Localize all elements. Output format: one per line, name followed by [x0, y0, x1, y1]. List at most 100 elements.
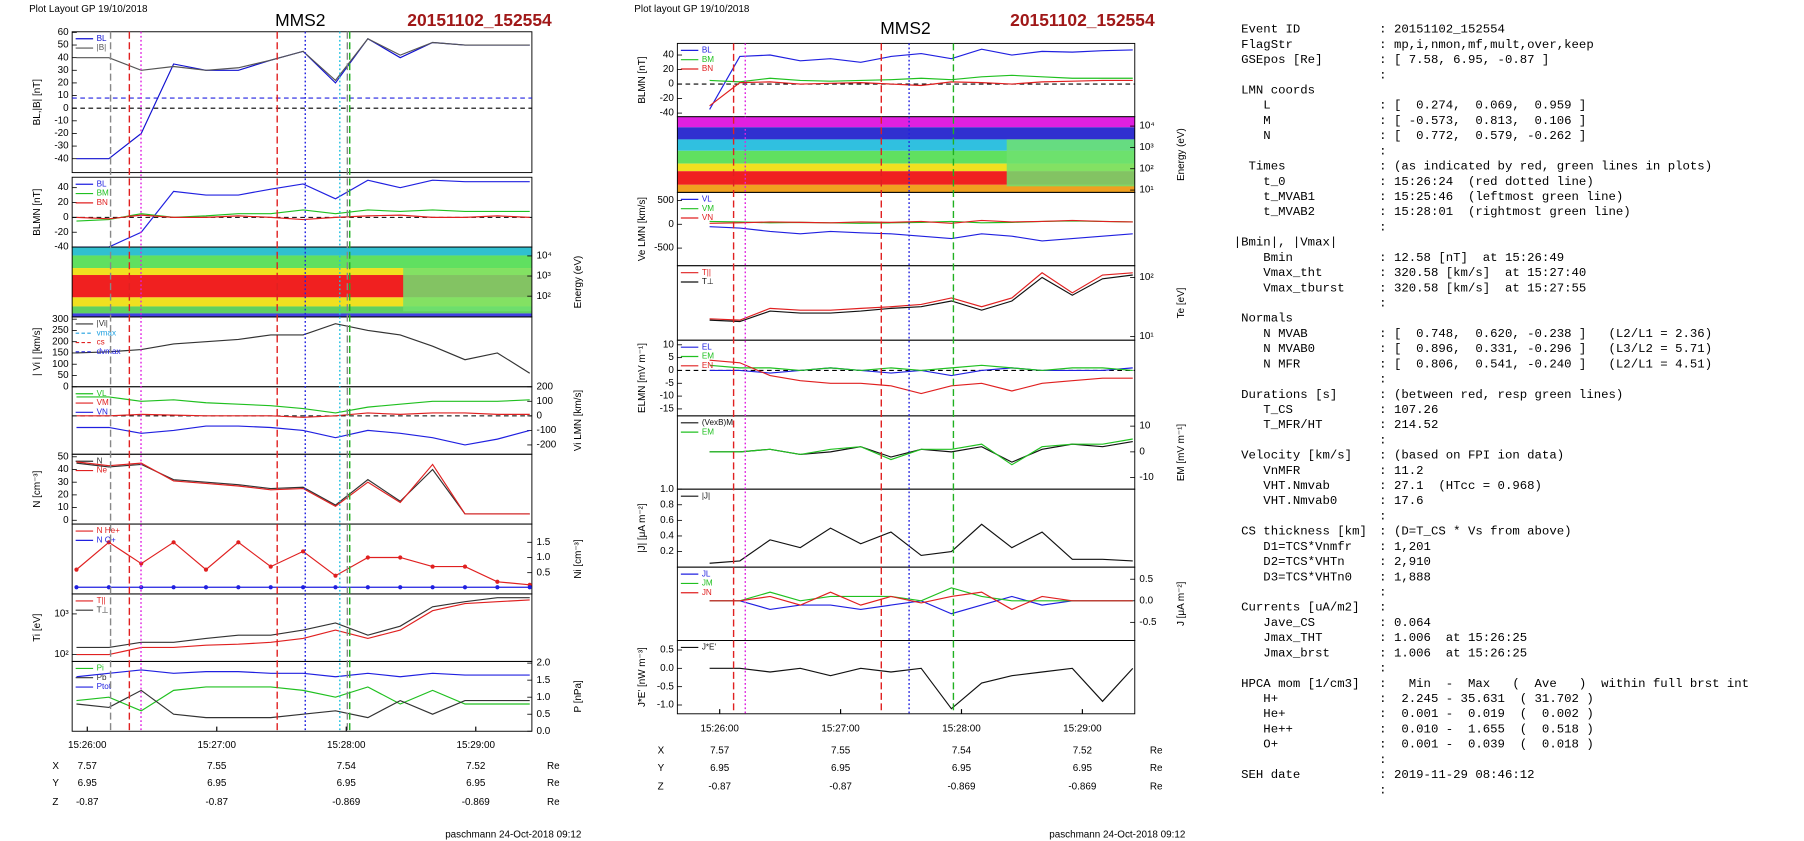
y-tick-label: 300	[52, 314, 69, 325]
summary-value: : [ 0.772, 0.579, -0.262 ]	[1379, 129, 1586, 143]
y-tick-label: 10⁴	[537, 251, 552, 262]
summary-label: N MFR	[1234, 357, 1301, 371]
spectrogram-band	[72, 247, 532, 256]
legend-label: BM	[702, 55, 714, 64]
y-axis-label: BLMN [nT]	[32, 188, 43, 235]
legend-label: BM	[97, 189, 109, 198]
y-tick-label: -40	[54, 153, 69, 164]
legend-label: Pb	[97, 673, 107, 682]
coord-value: -0.87	[708, 782, 731, 793]
y-tick-label: -40	[54, 242, 69, 253]
y-axis-label: Ti [eV]	[32, 613, 43, 641]
legend-label: BL	[97, 34, 107, 43]
summary-value: :	[1379, 753, 1386, 767]
spectrogram-late	[1006, 139, 1135, 187]
y-tick-label: -20	[54, 128, 69, 139]
x-tick-label: 15:29:00	[1063, 724, 1102, 735]
y-tick-label: 0	[63, 381, 69, 392]
summary-label: VHT.Nmvab0	[1234, 494, 1338, 508]
summary-label: O+	[1234, 738, 1278, 752]
summary-value: : 11.2	[1379, 464, 1423, 478]
series-line	[709, 74, 1133, 83]
summary-value: :	[1379, 509, 1386, 523]
plot-title: MMS2	[275, 10, 325, 30]
summary-label: Currents [uA/m2]	[1234, 601, 1360, 615]
summary-label: M	[1234, 114, 1271, 128]
y-axis-label: | Vi | [km/s]	[32, 327, 43, 376]
data-point	[236, 585, 241, 590]
summary-label: T_MFR/HT	[1234, 418, 1323, 432]
panel-frame	[71, 316, 533, 388]
summary-label: Velocity [km/s]	[1234, 449, 1352, 463]
panel: -1.0 -0.5 0.0 0.5 J*E' [nW m⁻³] J*E'	[637, 640, 1136, 715]
panel: 0.2 0.4 0.6 0.8 1.0 |J| [μA m⁻²] |J|	[637, 484, 1136, 568]
panel-frame	[71, 31, 533, 174]
series-line	[76, 37, 530, 160]
y-tick-label: 10¹	[1139, 331, 1154, 342]
y-tick-label: -20	[660, 93, 675, 104]
spectrogram-band	[677, 139, 1135, 151]
series-line	[76, 179, 530, 248]
series-line	[709, 523, 1133, 564]
y-tick-label: 0	[668, 79, 674, 90]
series-line	[76, 599, 530, 656]
spectrogram-band	[677, 184, 1135, 193]
summary-label: VHT.Nmvab	[1234, 479, 1330, 493]
data-point	[430, 564, 435, 569]
legend-label: EM	[702, 427, 714, 436]
summary-value: : 0.010 - 1.655 ( 0.518 )	[1379, 722, 1594, 736]
summary-label: Normals	[1234, 312, 1293, 326]
data-point	[365, 585, 370, 590]
y-tick-label: -0.5	[1139, 617, 1157, 628]
summary-value: :	[1379, 297, 1386, 311]
coord-value: 7.55	[831, 746, 851, 757]
coord-unit: Re	[1150, 782, 1163, 793]
y-tick-label: 0.5	[660, 645, 674, 656]
summary-value: : 0.064	[1379, 616, 1431, 630]
panel-frame	[676, 566, 1136, 641]
summary-value: : 214.52	[1379, 418, 1438, 432]
coord-unit: Re	[1150, 746, 1163, 757]
legend-label: N He+	[97, 526, 121, 535]
summary-value: : (between red, resp green lines)	[1379, 388, 1623, 402]
y-tick-label: 40	[58, 52, 69, 63]
y-tick-label: 0.5	[537, 567, 551, 578]
event-id: 20151102_152554	[1010, 10, 1155, 30]
summary-value: : [ 7.58, 6.95, -0.87 ]	[1379, 53, 1549, 67]
y-tick-label: 0.5	[1139, 574, 1153, 585]
y-tick-label: 0	[63, 103, 69, 114]
summary-label: SEH date	[1234, 768, 1301, 782]
summary-value: : 0.001 - 0.019 ( 0.002 )	[1379, 707, 1594, 721]
y-tick-label: 0	[1139, 446, 1145, 457]
y-axis-label: Ni [cm⁻³]	[573, 539, 584, 578]
y-tick-label: 10³	[537, 271, 552, 282]
y-tick-label: -10	[54, 115, 69, 126]
data-point	[203, 585, 209, 590]
summary-value: : [ -0.573, 0.813, 0.106 ]	[1379, 114, 1586, 128]
y-axis-label: ELMN [mV m⁻¹]	[637, 343, 648, 413]
data-point	[398, 555, 403, 560]
spectrogram-band	[72, 306, 532, 314]
summary-value: :	[1379, 220, 1386, 234]
x-tick-label: 15:26:00	[68, 740, 107, 751]
data-point	[527, 585, 532, 590]
panel-frame	[676, 339, 1136, 417]
y-tick-label: 30	[58, 65, 69, 76]
event-id: 20151102_152554	[407, 10, 552, 30]
series-line	[709, 587, 1133, 602]
coord-label: X	[52, 761, 59, 772]
legend-label: BL	[97, 179, 107, 188]
y-tick-label: 0.5	[537, 709, 551, 720]
summary-value: : mp,i,nmon,mf,mult,over,keep	[1379, 38, 1594, 52]
summary-label: FlagStr	[1234, 38, 1293, 52]
data-point	[398, 585, 403, 590]
y-tick-label: -500	[654, 243, 674, 254]
summary-value: :	[1379, 586, 1386, 600]
summary-label: Jmax_brst	[1234, 646, 1330, 660]
summary-value: : 27.1 (HTcc = 0.968)	[1379, 479, 1542, 493]
y-tick-label: 50	[58, 451, 69, 462]
y-tick-label: 40	[58, 464, 69, 475]
panel: 0.5 1.0 1.5 Ni [cm⁻³] N He+N O+	[71, 523, 584, 595]
